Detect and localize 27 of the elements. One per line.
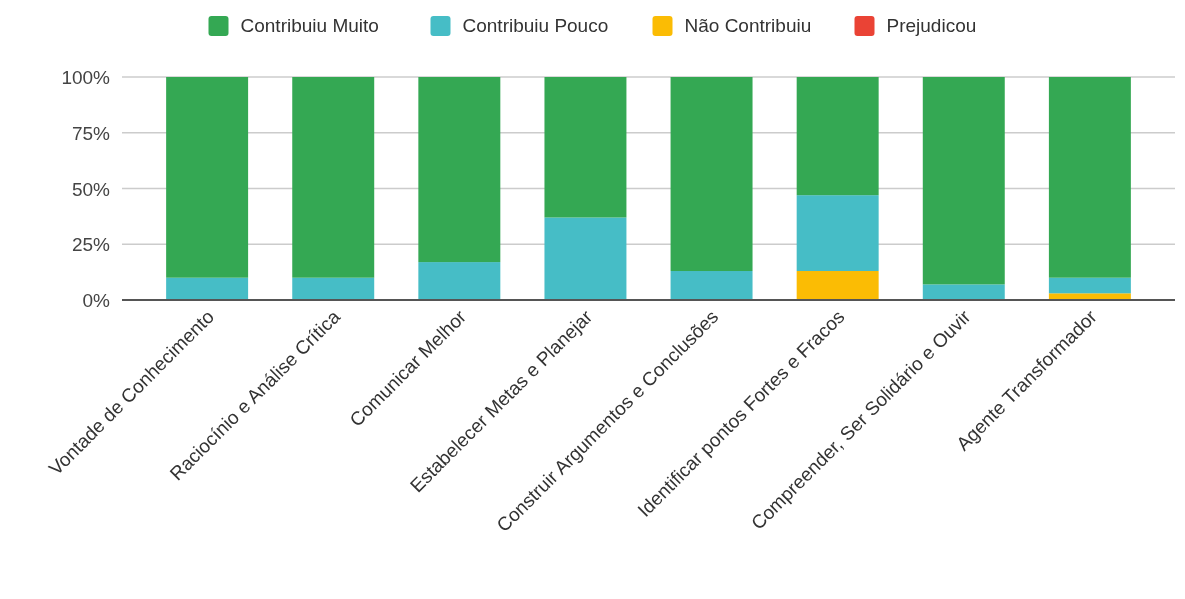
y-tick-label: 50% bbox=[71, 178, 111, 200]
legend-label: Prejudicou bbox=[886, 15, 977, 36]
bar bbox=[1048, 77, 1131, 278]
bar bbox=[670, 271, 753, 300]
bar bbox=[166, 277, 249, 300]
y-tick-label: 0% bbox=[82, 290, 111, 311]
bar bbox=[544, 217, 627, 300]
bar bbox=[292, 277, 375, 300]
legend-label: Contribuiu Pouco bbox=[462, 15, 609, 36]
bar bbox=[922, 284, 1005, 300]
bar bbox=[922, 77, 1005, 285]
bar bbox=[166, 77, 249, 278]
bar bbox=[1048, 277, 1131, 294]
bar bbox=[670, 77, 753, 272]
y-tick-label: 75% bbox=[71, 122, 111, 144]
bar bbox=[418, 77, 501, 263]
y-tick-label: 25% bbox=[71, 234, 111, 256]
bar bbox=[418, 262, 501, 300]
bar bbox=[1048, 293, 1131, 300]
bar bbox=[796, 195, 879, 272]
y-tick-label: 100% bbox=[61, 67, 111, 88]
bar bbox=[796, 271, 879, 300]
bar bbox=[544, 77, 627, 218]
bar bbox=[292, 77, 375, 278]
bar bbox=[796, 77, 879, 196]
legend-label: Não Contribuiu bbox=[684, 15, 812, 36]
legend-label: Contribuiu Muito bbox=[240, 15, 379, 36]
